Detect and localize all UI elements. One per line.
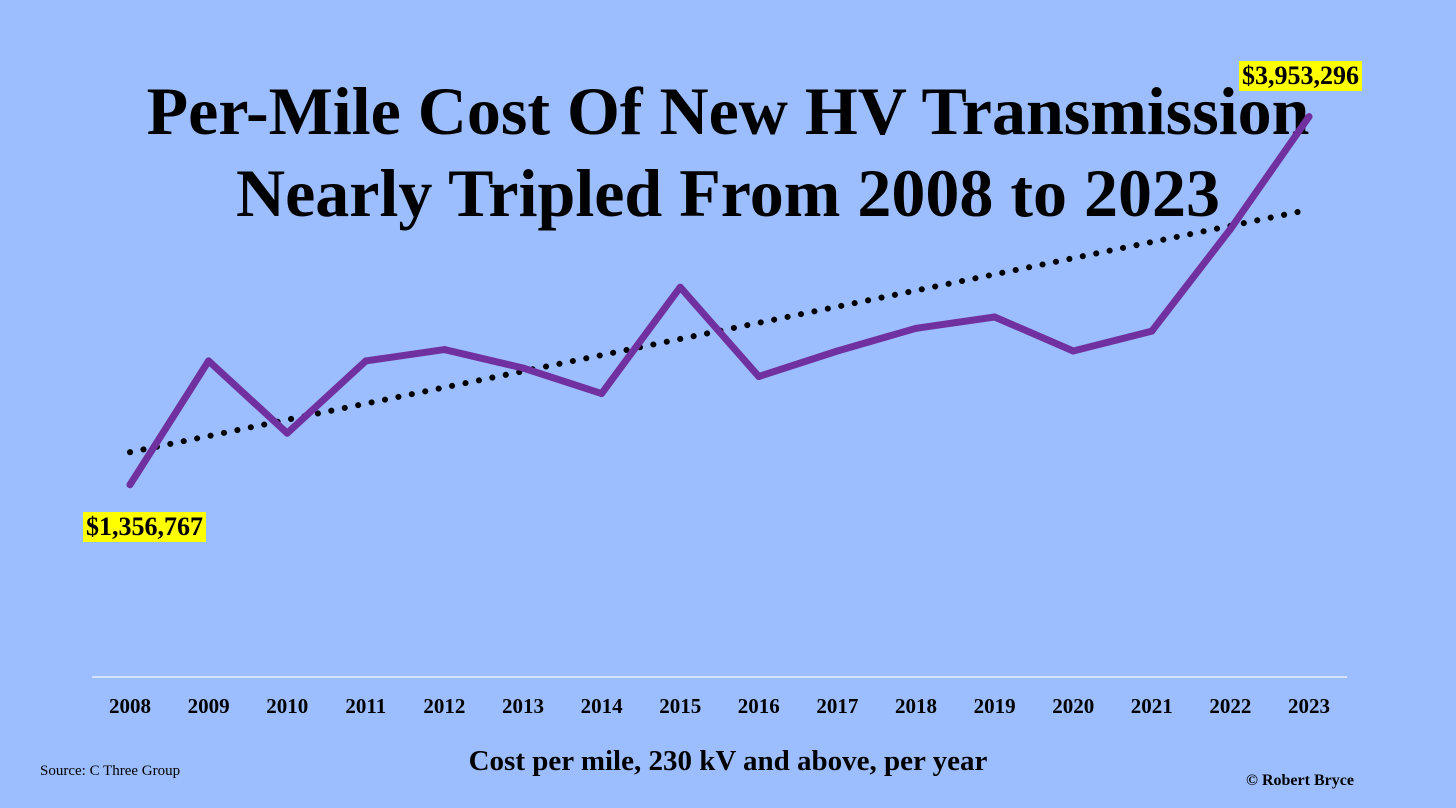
x-tick-label: 2017 bbox=[816, 694, 858, 718]
chart-title-line-2: Nearly Tripled From 2008 to 2023 bbox=[235, 155, 1220, 231]
x-tick-label: 2020 bbox=[1052, 694, 1094, 718]
data-point bbox=[1226, 225, 1234, 233]
data-point bbox=[440, 346, 448, 354]
credit-note: © Robert Bryce bbox=[1246, 772, 1354, 789]
chart-title: Per-Mile Cost Of New HV Transmission Nea… bbox=[0, 70, 1456, 234]
start-value-callout: $1,356,767 bbox=[83, 511, 206, 542]
x-tick-label: 2012 bbox=[423, 694, 465, 718]
data-point bbox=[912, 324, 920, 332]
data-point bbox=[991, 313, 999, 321]
x-tick-label: 2015 bbox=[659, 694, 701, 718]
series-line bbox=[126, 113, 1313, 489]
x-tick-label: 2011 bbox=[345, 694, 386, 718]
series-layer bbox=[126, 113, 1313, 489]
x-tick-label: 2023 bbox=[1288, 694, 1330, 718]
x-tick-labels: 2008 2009 2010 2011 2012 2013 2014 2015 2016 2017… bbox=[109, 694, 1330, 718]
x-tick-label: 2014 bbox=[581, 694, 624, 718]
x-tick-label: 2010 bbox=[266, 694, 308, 718]
x-tick-label: 2013 bbox=[502, 694, 544, 718]
data-point bbox=[1305, 113, 1313, 121]
x-tick-label: 2021 bbox=[1131, 694, 1173, 718]
x-tick-label: 2009 bbox=[188, 694, 230, 718]
x-tick-label: 2018 bbox=[895, 694, 937, 718]
data-point bbox=[519, 364, 527, 372]
x-tick-label: 2022 bbox=[1209, 694, 1251, 718]
end-value-callout: $3,953,296 bbox=[1239, 60, 1362, 91]
data-point bbox=[755, 373, 763, 381]
data-point bbox=[362, 357, 370, 365]
x-axis-label: Cost per mile, 230 kV and above, per yea… bbox=[468, 745, 988, 777]
chart-title-line-1: Per-Mile Cost Of New HV Transmission bbox=[146, 73, 1310, 149]
data-point bbox=[1069, 347, 1077, 355]
data-point bbox=[833, 347, 841, 355]
data-point bbox=[205, 357, 213, 365]
data-point bbox=[283, 429, 291, 437]
x-tick-label: 2019 bbox=[974, 694, 1016, 718]
x-tick-label: 2008 bbox=[109, 694, 151, 718]
source-note: Source: C Three Group bbox=[40, 763, 181, 779]
data-point bbox=[598, 390, 606, 398]
x-tick-label: 2016 bbox=[738, 694, 780, 718]
data-point bbox=[126, 481, 134, 489]
data-point bbox=[676, 283, 684, 291]
data-point bbox=[1148, 327, 1156, 335]
